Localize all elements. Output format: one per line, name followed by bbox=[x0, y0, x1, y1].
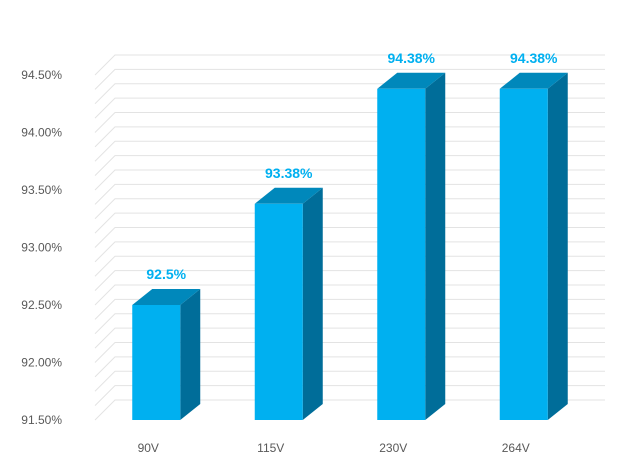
bar-top-face bbox=[132, 289, 201, 305]
y-tick-label: 94.50% bbox=[21, 68, 62, 82]
bar-top-face bbox=[499, 72, 568, 89]
y-tick-label: 91.50% bbox=[21, 413, 62, 427]
x-tick-label: 230V bbox=[379, 441, 407, 455]
y-tick-label: 94.00% bbox=[21, 126, 62, 140]
x-tick-label: 115V bbox=[257, 441, 284, 455]
bar-side-face bbox=[425, 72, 446, 421]
data-label: 93.38% bbox=[265, 165, 313, 181]
bar-230V bbox=[377, 72, 446, 421]
bar-front-face bbox=[499, 88, 548, 421]
bar-264V bbox=[499, 72, 568, 421]
y-tick-label: 93.00% bbox=[21, 241, 62, 255]
data-label: 94.38% bbox=[510, 50, 558, 66]
bar-side-face bbox=[547, 72, 568, 421]
data-label: 92.5% bbox=[146, 266, 186, 282]
x-tick-label: 264V bbox=[502, 441, 530, 455]
bar-top-face bbox=[254, 187, 323, 204]
bar-side-face bbox=[302, 187, 323, 420]
gridline bbox=[94, 68, 605, 90]
y-tick-label: 92.00% bbox=[21, 356, 62, 370]
bar-front-face bbox=[254, 203, 303, 420]
gridline bbox=[94, 54, 605, 76]
x-tick-label: 90V bbox=[138, 441, 159, 455]
data-labels: 92.5% 93.38% 94.38% 94.38% bbox=[146, 50, 558, 282]
bar-side-face bbox=[180, 289, 201, 420]
y-tick-label: 93.50% bbox=[21, 183, 62, 197]
bar-front-face bbox=[377, 88, 426, 421]
bar-90V bbox=[132, 289, 201, 420]
data-label: 94.38% bbox=[388, 50, 436, 66]
y-tick-label: 92.50% bbox=[21, 298, 62, 312]
bar-115V bbox=[254, 187, 323, 420]
bar-top-face bbox=[377, 72, 446, 89]
x-axis: 90V 115V 230V 264V bbox=[138, 441, 530, 455]
bars bbox=[132, 72, 568, 421]
bar-front-face bbox=[132, 305, 181, 420]
y-axis: 91.50% 92.00% 92.50% 93.00% 93.50% 94.00% 94.5… bbox=[21, 68, 62, 427]
